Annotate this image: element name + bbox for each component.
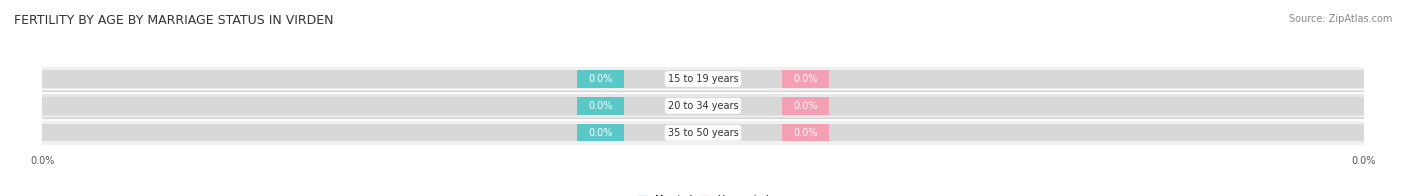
Text: 0.0%: 0.0% [588,101,613,111]
Bar [782,70,828,88]
Bar [42,121,1364,145]
Legend: Married, Unmarried: Married, Unmarried [633,191,773,196]
Bar [42,94,1364,118]
Text: 0.0%: 0.0% [793,74,818,84]
Bar [42,97,1364,115]
Bar [42,70,1364,88]
Bar [782,97,828,115]
Text: 15 to 19 years: 15 to 19 years [668,74,738,84]
Text: Source: ZipAtlas.com: Source: ZipAtlas.com [1288,14,1392,24]
Bar [578,124,624,142]
Text: 35 to 50 years: 35 to 50 years [668,128,738,138]
Text: 0.0%: 0.0% [588,74,613,84]
Text: 0.0%: 0.0% [588,128,613,138]
Bar [782,124,828,142]
Text: FERTILITY BY AGE BY MARRIAGE STATUS IN VIRDEN: FERTILITY BY AGE BY MARRIAGE STATUS IN V… [14,14,333,27]
Bar [578,97,624,115]
Bar [578,70,624,88]
Text: 0.0%: 0.0% [793,128,818,138]
Bar [42,124,1364,142]
Text: 20 to 34 years: 20 to 34 years [668,101,738,111]
Text: 0.0%: 0.0% [793,101,818,111]
Bar [42,67,1364,91]
